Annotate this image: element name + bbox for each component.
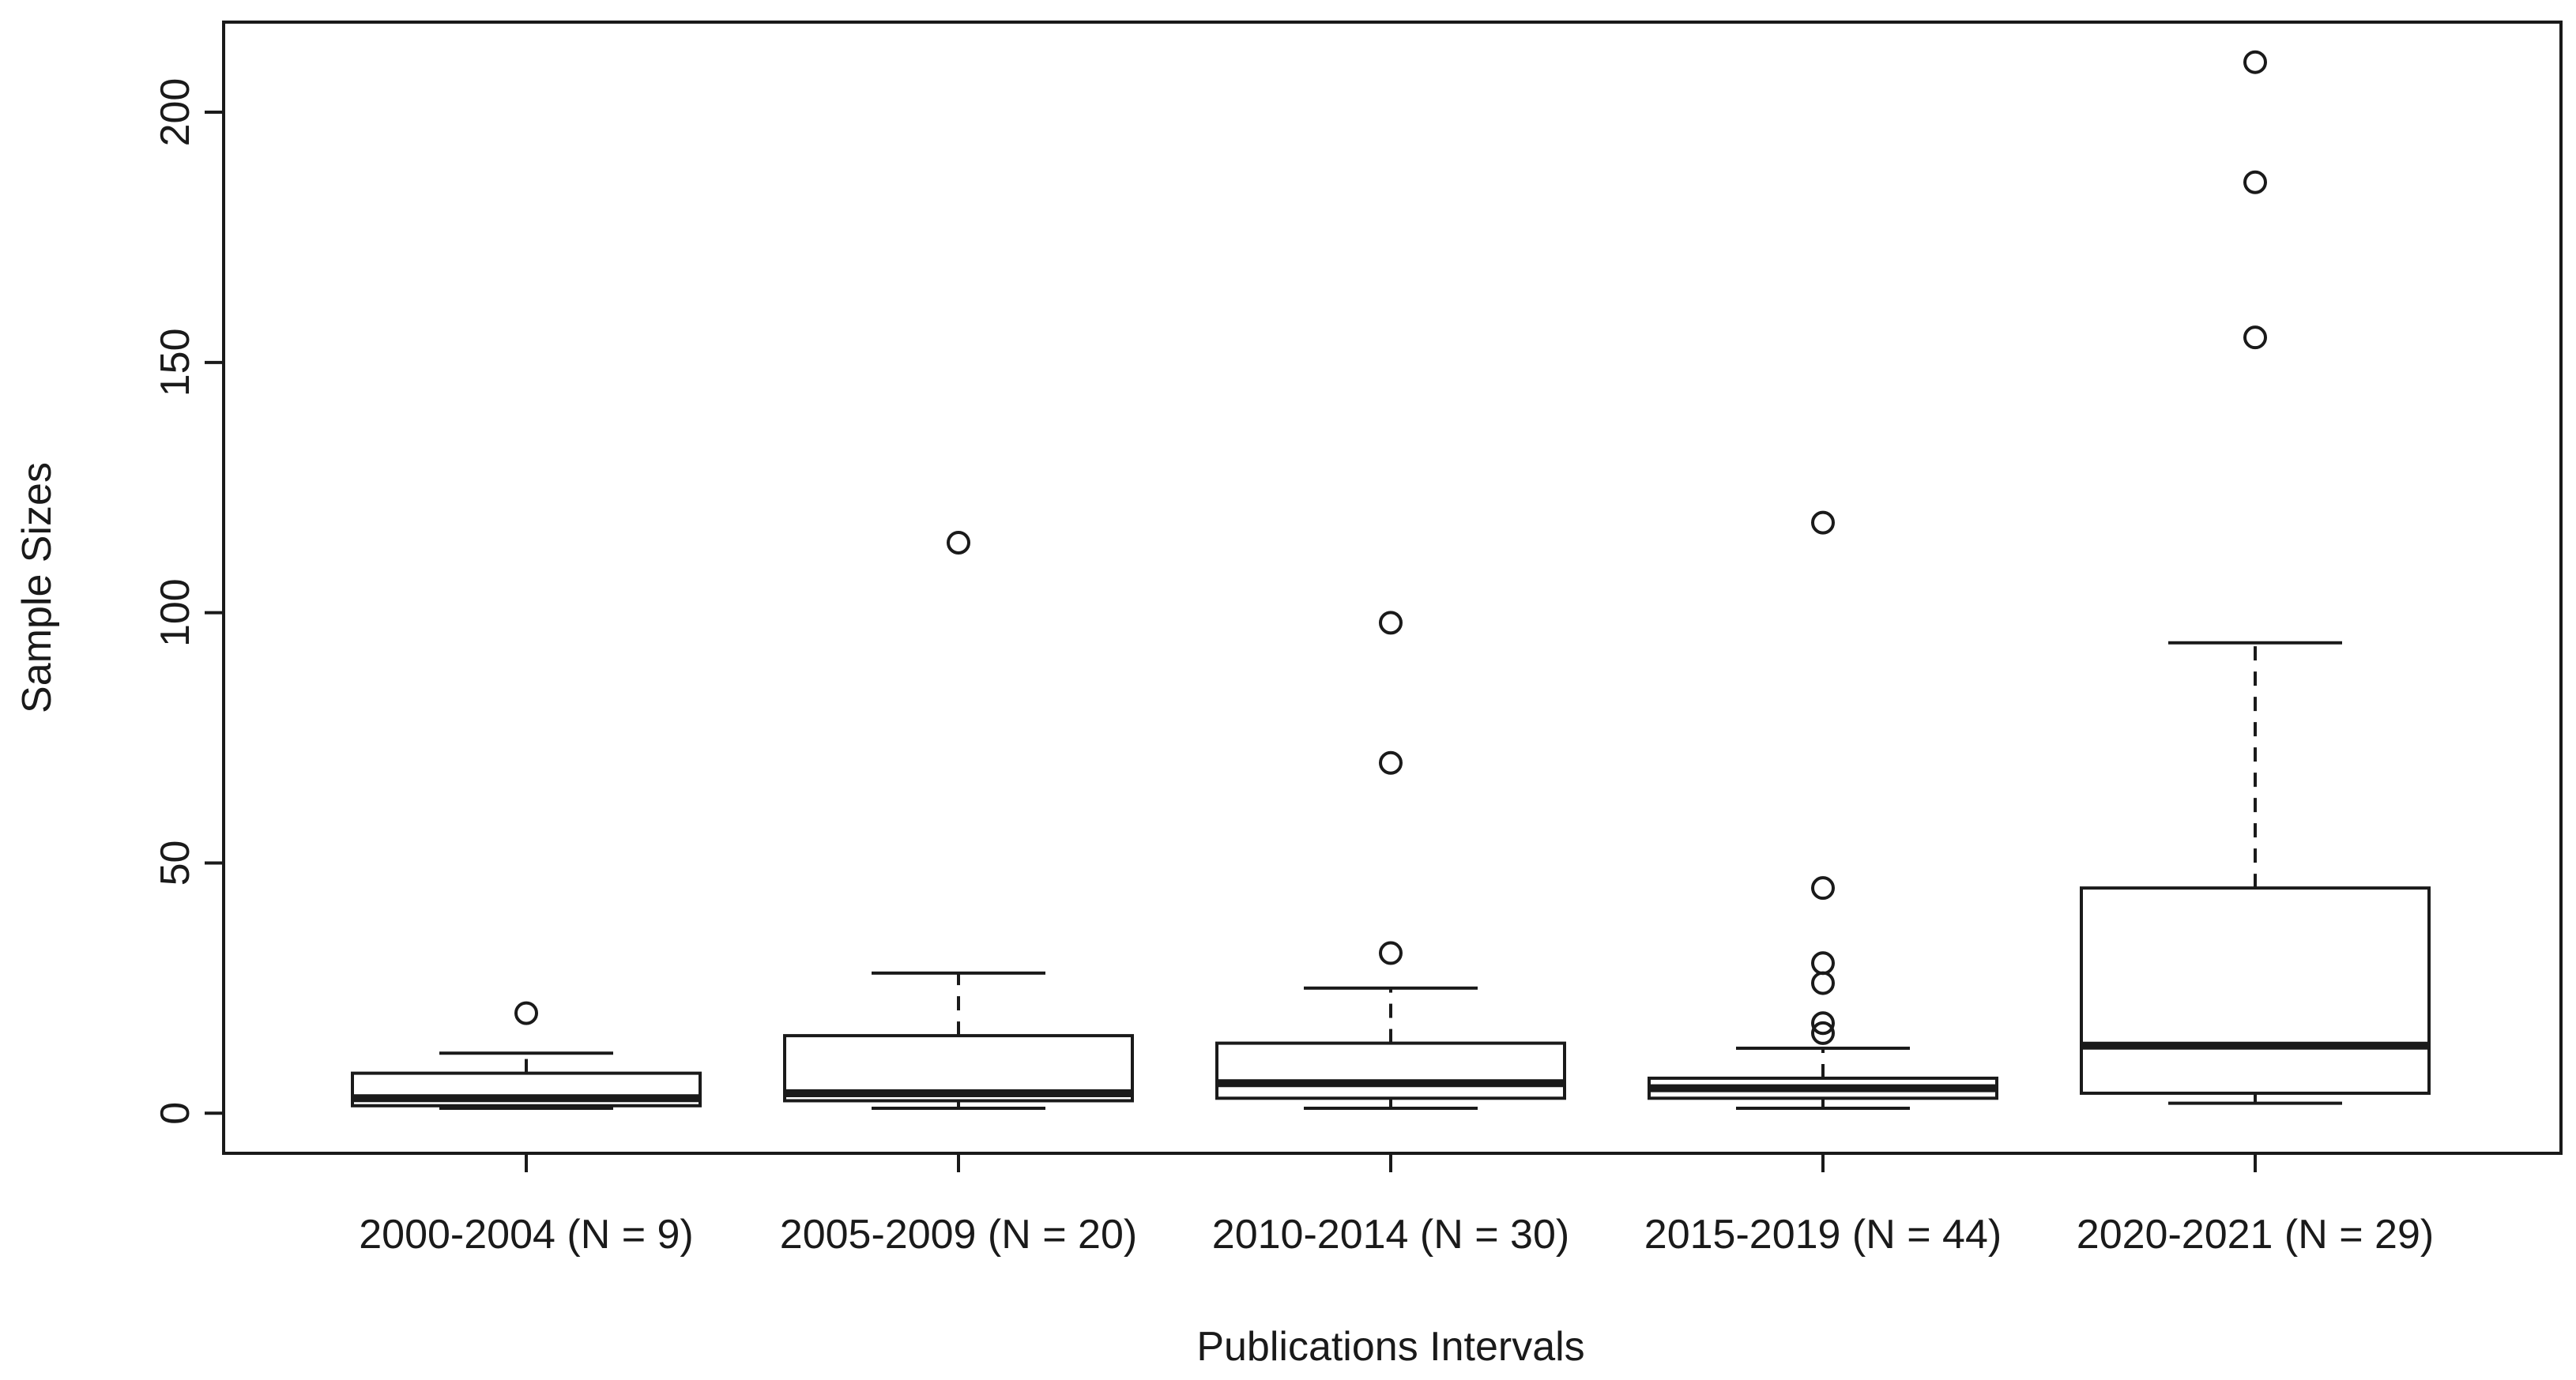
y-tick-label: 0 [153, 1102, 198, 1125]
outlier-point [2243, 50, 2267, 74]
box-group [351, 1001, 702, 1110]
outlier-point [1811, 1021, 1835, 1045]
outlier-point [1379, 611, 1403, 635]
y-tick-label: 100 [153, 578, 198, 647]
outlier-point [947, 530, 970, 555]
outlier-point [1811, 971, 1835, 995]
outlier-point [514, 1001, 538, 1025]
y-tick-label: 150 [153, 328, 198, 397]
outlier-point [1811, 876, 1835, 901]
box-group [783, 530, 1134, 1110]
outlier-point [2243, 325, 2267, 350]
x-tick-label: 2020-2021 (N = 29) [2077, 1212, 2434, 1258]
y-axis-title: Sample Sizes [14, 462, 60, 713]
iqr-box [2080, 886, 2431, 1095]
y-tick-label: 200 [153, 78, 198, 147]
y-tick-label: 50 [153, 840, 198, 886]
x-tick-label: 2010-2014 (N = 30) [1212, 1212, 1569, 1258]
outlier-point [1811, 1011, 1835, 1036]
x-tick-label: 2005-2009 (N = 20) [780, 1212, 1137, 1258]
x-tick-label: 2000-2004 (N = 9) [359, 1212, 694, 1258]
outlier-point [1379, 750, 1403, 775]
outlier-point [1811, 510, 1835, 535]
box-group [2080, 50, 2431, 1105]
box-series [351, 50, 2431, 1110]
box-group [1215, 611, 1566, 1110]
box-group [1648, 510, 1998, 1110]
x-tick-label: 2015-2019 (N = 44) [1644, 1212, 2002, 1258]
iqr-box [1215, 1041, 1566, 1100]
x-axis: 2000-2004 (N = 9) 2005-2009 (N = 20) 2010-… [359, 1152, 2434, 1258]
outlier-point [1811, 951, 1835, 976]
x-axis-title: Publications Intervals [1196, 1324, 1584, 1370]
outlier-point [2243, 170, 2267, 194]
outlier-point [1379, 941, 1403, 965]
y-axis: 0 50 100 150 200 [153, 78, 225, 1125]
